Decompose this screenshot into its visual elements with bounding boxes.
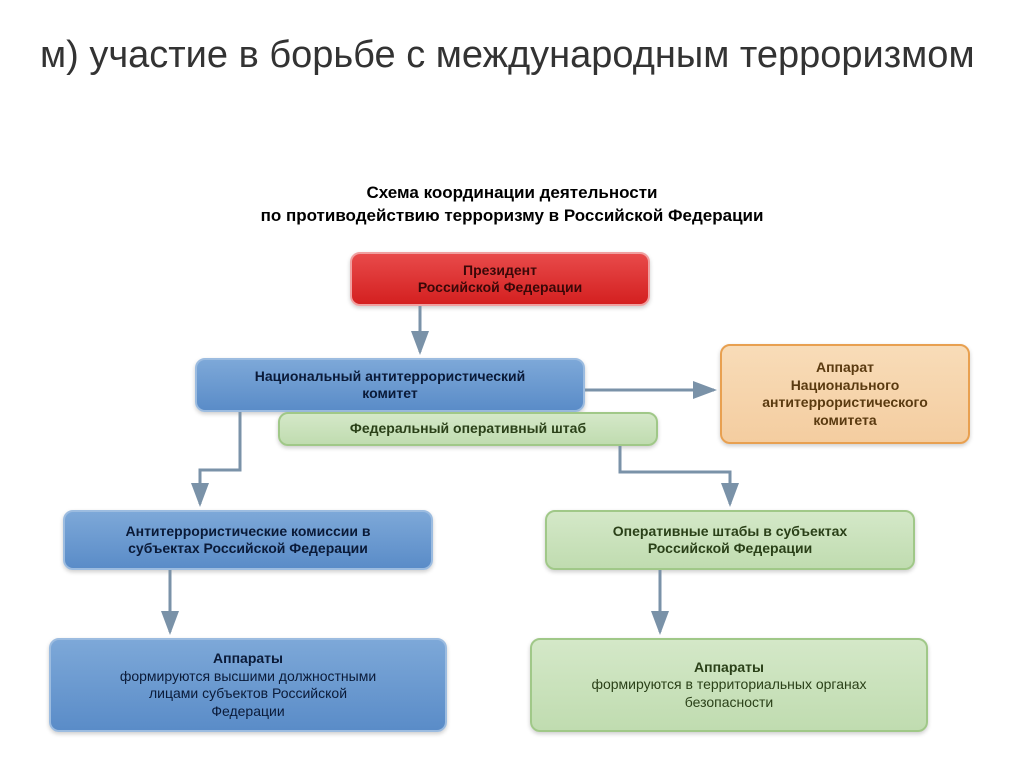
osh-l2: Российской Федерации <box>648 540 812 558</box>
app-left-l4: Федерации <box>211 703 284 721</box>
president-l1: Президент <box>463 262 537 280</box>
atk-l1: Антитеррористические комиссии в <box>126 523 371 541</box>
box-president: Президент Российской Федерации <box>350 252 650 306</box>
app-left-l3: лицами субъектов Российской <box>149 685 347 703</box>
diagram-title-line1: Схема координации деятельности <box>367 183 658 202</box>
osh-l1: Оперативные штабы в субъектах <box>613 523 847 541</box>
app-left-l1: Аппараты <box>213 650 283 668</box>
president-l2: Российской Федерации <box>418 279 582 297</box>
box-osh: Оперативные штабы в субъектах Российской… <box>545 510 915 570</box>
diagram-title-line2: по противодействию терроризму в Российск… <box>261 206 764 225</box>
box-app-left: Аппараты формируются высшими должностным… <box>49 638 447 732</box>
box-apparatus-nak: Аппарат Национального антитеррористическ… <box>720 344 970 444</box>
app-nak-l3: антитеррористического <box>762 394 928 412</box>
app-nak-l1: Аппарат <box>816 359 874 377</box>
diagram-title: Схема координации деятельности по против… <box>0 182 1024 228</box>
app-nak-l4: комитета <box>813 412 876 430</box>
fos-l1: Федеральный оперативный штаб <box>350 420 586 438</box>
app-right-l1: Аппараты <box>694 659 764 677</box>
box-nak: Национальный антитеррористический комите… <box>195 358 585 412</box>
box-app-right: Аппараты формируются в территориальных о… <box>530 638 928 732</box>
nak-l1: Национальный антитеррористический <box>255 368 525 386</box>
box-atk: Антитеррористические комиссии в субъекта… <box>63 510 433 570</box>
app-right-l3: безопасности <box>685 694 774 712</box>
box-fos: Федеральный оперативный штаб <box>278 412 658 446</box>
app-right-l2: формируются в территориальных органах <box>591 676 866 694</box>
nak-l2: комитет <box>362 385 417 403</box>
slide-title: м) участие в борьбе с международным терр… <box>40 32 975 80</box>
app-nak-l2: Национального <box>791 377 900 395</box>
app-left-l2: формируются высшими должностными <box>120 668 376 686</box>
atk-l2: субъектах Российской Федерации <box>128 540 368 558</box>
